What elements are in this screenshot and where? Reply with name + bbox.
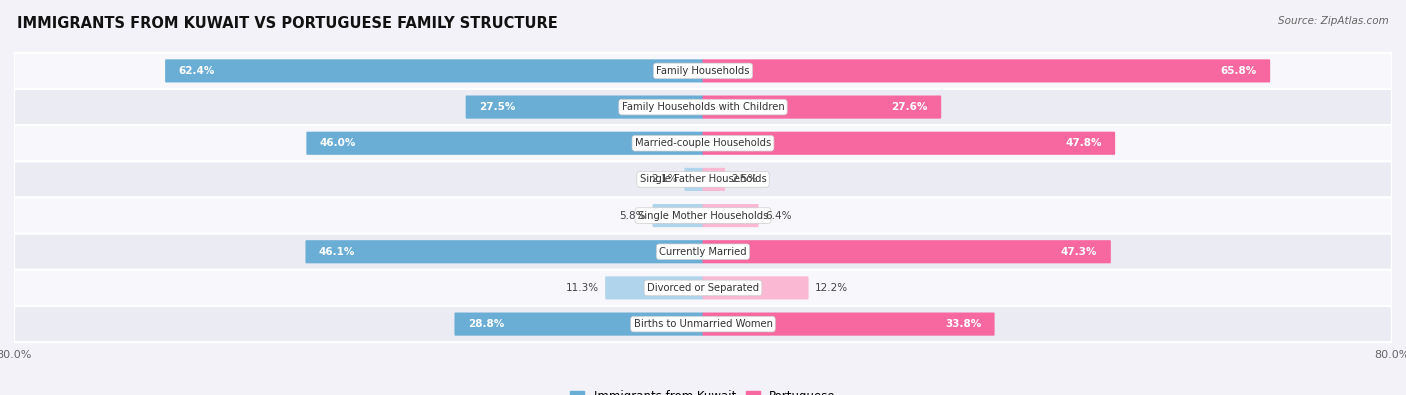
- FancyBboxPatch shape: [465, 96, 703, 118]
- Text: IMMIGRANTS FROM KUWAIT VS PORTUGUESE FAMILY STRUCTURE: IMMIGRANTS FROM KUWAIT VS PORTUGUESE FAM…: [17, 16, 558, 31]
- Text: 27.5%: 27.5%: [479, 102, 516, 112]
- Text: 33.8%: 33.8%: [945, 319, 981, 329]
- FancyBboxPatch shape: [14, 53, 1392, 89]
- FancyBboxPatch shape: [703, 168, 725, 191]
- FancyBboxPatch shape: [14, 161, 1392, 198]
- FancyBboxPatch shape: [14, 89, 1392, 125]
- FancyBboxPatch shape: [703, 204, 759, 227]
- Text: 27.6%: 27.6%: [891, 102, 928, 112]
- FancyBboxPatch shape: [454, 312, 703, 336]
- Text: 47.8%: 47.8%: [1066, 138, 1102, 148]
- Text: Divorced or Separated: Divorced or Separated: [647, 283, 759, 293]
- Text: 2.5%: 2.5%: [731, 175, 758, 184]
- Text: Source: ZipAtlas.com: Source: ZipAtlas.com: [1278, 16, 1389, 26]
- Text: 46.0%: 46.0%: [319, 138, 356, 148]
- FancyBboxPatch shape: [685, 168, 703, 191]
- Text: Family Households with Children: Family Households with Children: [621, 102, 785, 112]
- FancyBboxPatch shape: [703, 59, 1270, 83]
- FancyBboxPatch shape: [165, 59, 703, 83]
- FancyBboxPatch shape: [14, 234, 1392, 270]
- Text: 6.4%: 6.4%: [765, 211, 792, 220]
- Text: Single Father Households: Single Father Households: [640, 175, 766, 184]
- FancyBboxPatch shape: [703, 276, 808, 299]
- FancyBboxPatch shape: [703, 312, 994, 336]
- Text: Single Mother Households: Single Mother Households: [638, 211, 768, 220]
- FancyBboxPatch shape: [14, 125, 1392, 161]
- Text: Family Households: Family Households: [657, 66, 749, 76]
- Text: 65.8%: 65.8%: [1220, 66, 1257, 76]
- FancyBboxPatch shape: [703, 96, 941, 118]
- Text: 28.8%: 28.8%: [468, 319, 505, 329]
- FancyBboxPatch shape: [703, 240, 1111, 263]
- FancyBboxPatch shape: [605, 276, 703, 299]
- Legend: Immigrants from Kuwait, Portuguese: Immigrants from Kuwait, Portuguese: [565, 385, 841, 395]
- Text: 62.4%: 62.4%: [179, 66, 215, 76]
- FancyBboxPatch shape: [307, 132, 703, 155]
- Text: 5.8%: 5.8%: [620, 211, 647, 220]
- Text: Currently Married: Currently Married: [659, 247, 747, 257]
- FancyBboxPatch shape: [14, 270, 1392, 306]
- Text: Births to Unmarried Women: Births to Unmarried Women: [634, 319, 772, 329]
- FancyBboxPatch shape: [14, 198, 1392, 234]
- Text: 47.3%: 47.3%: [1062, 247, 1098, 257]
- Text: 12.2%: 12.2%: [815, 283, 848, 293]
- FancyBboxPatch shape: [305, 240, 703, 263]
- Text: Married-couple Households: Married-couple Households: [636, 138, 770, 148]
- FancyBboxPatch shape: [652, 204, 703, 227]
- FancyBboxPatch shape: [703, 132, 1115, 155]
- FancyBboxPatch shape: [14, 306, 1392, 342]
- Text: 11.3%: 11.3%: [565, 283, 599, 293]
- Text: 2.1%: 2.1%: [651, 175, 678, 184]
- Text: 46.1%: 46.1%: [319, 247, 356, 257]
